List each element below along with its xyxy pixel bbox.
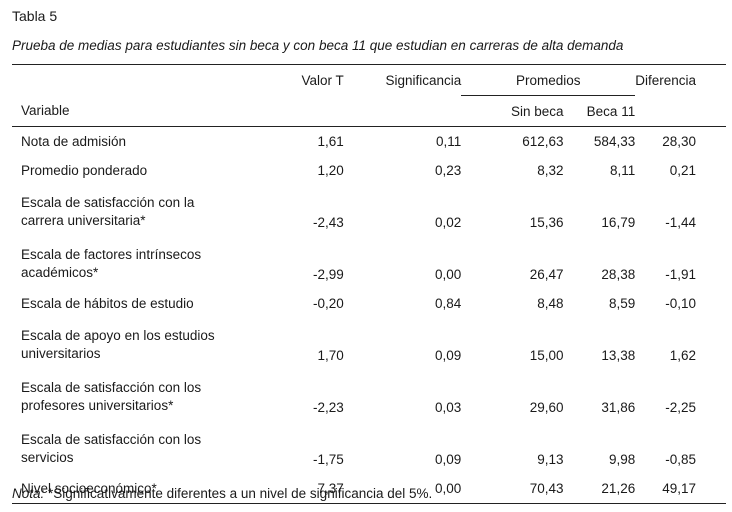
cell-beca-11: 584,33	[563, 126, 636, 156]
cell-beca-11: 8,11	[609, 162, 636, 178]
cell-significancia: 0,09	[434, 348, 462, 363]
variable-line: Nivel socioeconómico*	[21, 480, 157, 496]
cell-valor-t: 1,70	[317, 348, 344, 363]
table-row: Escala de apoyo en los estudios universit…	[12, 318, 726, 370]
cell-significancia: 0,09	[434, 452, 462, 467]
cell-beca-11: 9,98	[608, 452, 636, 467]
cell-variable: Escala de satisfacción con los profesores…	[12, 370, 269, 422]
table-row: Escala de satisfacción con los profesores…	[12, 370, 726, 422]
variable-line: universitarios	[21, 346, 101, 361]
variable-line: Escala de satisfacción con los	[21, 380, 202, 395]
cell-valor-t: -0,20	[312, 295, 344, 311]
cell-variable: Nivel socioeconómico*	[12, 474, 270, 504]
header-promedios: Promedios	[461, 64, 636, 96]
cell-diferencia: -2,25	[665, 400, 696, 415]
note-label: Nota:	[12, 486, 45, 501]
cell-diferencia: 1,62	[669, 348, 696, 363]
cell-diferencia: 0,21	[669, 162, 696, 178]
variable-line: profesores universitarios*	[21, 398, 174, 413]
table-note: Nota: *Significativamente diferentes a u…	[12, 486, 432, 501]
cell-significancia: 0,00	[343, 474, 462, 504]
cell-variable: Escala de satisfacción con los servicios	[12, 422, 269, 474]
variable-line: Escala de hábitos de estudio	[21, 295, 194, 311]
table-row: Escala de factores intrínsecos académicos…	[12, 237, 726, 289]
variable-line: Promedio ponderado	[21, 162, 148, 178]
cell-beca-11: 28,38	[601, 267, 636, 282]
cell-sin-beca: 8,48	[537, 295, 564, 311]
variable-line: servicios	[21, 450, 74, 465]
variable-line: carrera universitaria*	[21, 213, 146, 228]
header-beca-11: Beca 11	[586, 103, 636, 119]
cell-significancia: 0,11	[343, 126, 462, 156]
header-dif-spacer	[635, 96, 726, 127]
cell-sin-beca: 9,13	[537, 452, 564, 467]
cell-significancia: 0,84	[434, 295, 462, 311]
cell-variable: Escala de satisfacción con la carrera uni…	[12, 185, 269, 237]
cell-valor-t: -2,99	[312, 267, 344, 282]
header-variable-spacer	[12, 64, 270, 96]
cell-valor-t: -2,43	[312, 215, 344, 230]
table-caption: Prueba de medias para estudiantes sin be…	[12, 38, 624, 53]
cell-valor-t: 1,61	[269, 126, 344, 156]
table-row: Promedio ponderado 1,20 0,23 8,32 8,11 0,21	[12, 156, 726, 185]
variable-line: Escala de satisfacción con la	[21, 195, 195, 210]
cell-beca-11: 8,59	[608, 295, 636, 311]
cell-sin-beca: 15,00	[529, 348, 564, 363]
variable-line: Escala de apoyo en los estudios	[21, 328, 215, 343]
header-variable: Variable	[21, 103, 70, 119]
cell-valor-t: 1,20	[317, 162, 344, 178]
cell-valor-t: -1,75	[312, 452, 344, 467]
header-row-2: Variable Sin beca Beca 11	[12, 96, 726, 127]
cell-significancia: 0,02	[434, 215, 462, 230]
table-label: Tabla 5	[12, 8, 58, 24]
table-row: Escala de satisfacción con la carrera uni…	[12, 185, 726, 237]
cell-sin-beca: 8,32	[537, 162, 564, 178]
cell-variable: Promedio ponderado	[12, 156, 269, 185]
header-valor-t: Valor T	[269, 64, 344, 96]
variable-line: académicos*	[21, 265, 99, 280]
cell-variable: Nota de admisión	[12, 126, 270, 156]
cell-diferencia: -1,91	[665, 267, 696, 282]
cell-variable: Escala de hábitos de estudio	[12, 289, 269, 318]
header-row-1: Valor T Significancia Promedios Diferenc…	[12, 64, 726, 96]
cell-valor-t: -2,23	[312, 400, 344, 415]
cell-valor-t: 7,37	[269, 474, 344, 504]
cell-sin-beca: 26,47	[529, 267, 564, 282]
cell-sin-beca: 612,63	[461, 126, 564, 156]
cell-significancia: 0,00	[434, 267, 462, 282]
cell-diferencia: 28,30	[635, 126, 726, 156]
header-sig-spacer	[344, 96, 462, 127]
table-row: Escala de satisfacción con los servicios -…	[12, 422, 726, 474]
header-sin-beca: Sin beca	[511, 103, 564, 119]
variable-line: Nota de admisión	[21, 133, 127, 149]
variable-line: Escala de factores intrínsecos	[21, 247, 202, 262]
table-row: Nivel socioeconómico* 7,37 0,00 70,43 21,26 4…	[12, 474, 726, 504]
cell-significancia: 0,03	[434, 400, 462, 415]
header-significancia: Significancia	[343, 64, 462, 96]
cell-beca-11: 31,86	[601, 400, 636, 415]
header-t-spacer	[269, 96, 343, 127]
cell-variable: Escala de factores intrínsecos académicos…	[12, 237, 269, 289]
cell-diferencia: -0,85	[665, 452, 696, 467]
cell-diferencia: 49,17	[635, 474, 726, 504]
header-diferencia: Diferencia	[635, 64, 726, 96]
note-text: *Significativamente diferentes a un nive…	[44, 486, 433, 501]
variable-line: Escala de satisfacción con los	[21, 432, 202, 447]
table-row: Escala de hábitos de estudio -0,20 0,84 8,4…	[12, 289, 726, 318]
cell-sin-beca: 70,43	[461, 474, 564, 504]
cell-diferencia: -0,10	[665, 295, 696, 311]
cell-diferencia: -1,44	[665, 215, 696, 230]
data-table: Valor T Significancia Promedios Diferenc…	[12, 64, 726, 504]
cell-beca-11: 21,26	[563, 474, 636, 504]
cell-variable: Escala de apoyo en los estudios universit…	[12, 318, 269, 370]
cell-sin-beca: 15,36	[529, 215, 564, 230]
table-row: Nota de admisión 1,61 0,11 612,63 584,33 28,3…	[12, 126, 726, 156]
cell-beca-11: 16,79	[601, 215, 636, 230]
cell-beca-11: 13,38	[601, 348, 636, 363]
cell-significancia: 0,23	[434, 162, 462, 178]
cell-sin-beca: 29,60	[529, 400, 564, 415]
